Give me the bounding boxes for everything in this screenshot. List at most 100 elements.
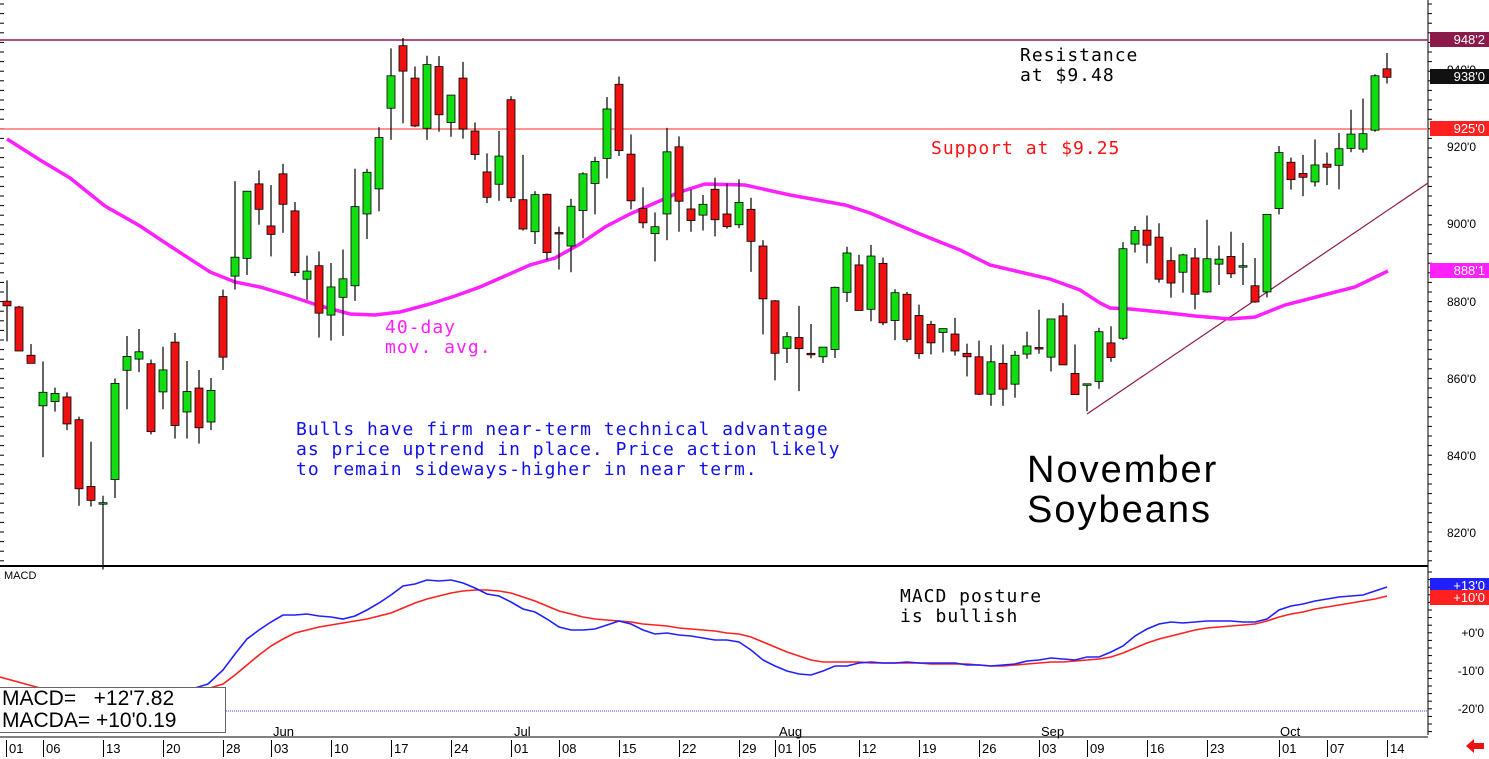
price-tag: 925'0 [1430, 121, 1489, 136]
candle [1322, 152, 1332, 186]
candle [194, 369, 204, 444]
candle [554, 226, 564, 270]
date-label: 01 [6, 740, 23, 757]
candle [86, 441, 96, 507]
macd-line [194, 579, 1388, 689]
commentary-text: Bulls have firm near-term technical adva… [296, 419, 841, 480]
candle [338, 249, 348, 336]
month-label: Aug [779, 724, 803, 739]
candle [602, 97, 612, 179]
date-label: 08 [559, 740, 576, 757]
date-label: 03 [271, 740, 288, 757]
month-label: Jun [273, 724, 294, 739]
candle [542, 193, 552, 260]
date-label: 01 [1279, 740, 1296, 757]
price-tag: +10'0 [1430, 590, 1489, 605]
candle [62, 392, 72, 431]
candle [890, 289, 900, 341]
candle [1310, 139, 1320, 187]
candle [806, 323, 816, 359]
candle [74, 416, 84, 506]
candle [1142, 215, 1152, 264]
date-label: 17 [391, 740, 408, 757]
candle [14, 305, 24, 352]
candle [2, 280, 12, 342]
date-label: 20 [163, 740, 180, 757]
date-label: 13 [103, 740, 120, 757]
date-label: 06 [43, 740, 60, 757]
candle [254, 170, 264, 225]
candle [1346, 109, 1356, 153]
candle [914, 304, 924, 359]
candle [1358, 98, 1368, 153]
candle [98, 495, 108, 570]
candle [458, 61, 468, 139]
candle [482, 153, 492, 204]
candle [422, 55, 432, 140]
resistance-label: Resistance at $9.48 [1020, 45, 1139, 86]
candle [1106, 326, 1116, 362]
date-label: 14 [1387, 740, 1404, 757]
candle [1334, 132, 1344, 190]
month-label: Sep [1041, 724, 1065, 739]
candle [302, 255, 312, 300]
candle [26, 344, 36, 364]
price-tag: +13'0 [1430, 578, 1489, 593]
candle [218, 289, 228, 370]
candle [1010, 350, 1020, 398]
month-label: Oct [1280, 724, 1301, 739]
candle [494, 130, 504, 201]
date-label: 15 [619, 740, 636, 757]
candle [50, 387, 60, 412]
candle [722, 183, 732, 229]
candle [734, 179, 744, 229]
macda-readout-value: +10'0.19 [95, 709, 177, 732]
candle [710, 177, 720, 237]
moving-average-label: 40-day mov. avg. [385, 317, 492, 358]
date-label: 10 [331, 740, 348, 757]
candle [1118, 242, 1128, 341]
candle [950, 317, 960, 356]
candle [830, 286, 840, 358]
candle [410, 66, 420, 128]
macd-readout-label: MACD= [2, 687, 77, 710]
price-tag: 888'1 [1430, 263, 1489, 278]
date-label: 07 [1327, 740, 1344, 757]
candle [986, 345, 996, 406]
price-tick-label: 900'0 [1447, 217, 1476, 231]
candle [842, 246, 852, 302]
candle [674, 136, 684, 232]
date-label: 24 [451, 740, 468, 757]
candle [110, 378, 120, 499]
macd-readout: MACD= +12'7.82 MACDA= +10'0.19 [0, 687, 226, 733]
candle [362, 168, 372, 240]
macd-tick-label: +0'0 [1461, 626, 1484, 640]
candle [998, 344, 1008, 406]
candle [902, 291, 912, 343]
macda-readout-label: MACDA= [2, 709, 91, 732]
candle [746, 197, 756, 272]
candle [182, 361, 192, 439]
candle [1238, 242, 1248, 285]
scroll-left-arrow-icon[interactable] [1466, 739, 1484, 753]
candle [1202, 219, 1212, 293]
candle [626, 134, 636, 210]
candle [374, 127, 384, 212]
moving-average-line [6, 137, 1389, 321]
candle [386, 48, 396, 140]
candle [578, 172, 588, 239]
date-label: 19 [919, 740, 936, 757]
candle [518, 154, 528, 231]
candle [446, 94, 456, 137]
candle [926, 320, 936, 355]
price-tick-label: 860'0 [1447, 372, 1476, 386]
candle [638, 187, 648, 229]
price-tick-label: 840'0 [1447, 449, 1476, 463]
macd-panel [0, 579, 1428, 712]
price-tick-label: 920'0 [1447, 140, 1476, 154]
macd-tick-label: -10'0 [1457, 664, 1484, 678]
price-tag: 948'2 [1430, 32, 1489, 47]
candle [758, 240, 768, 335]
candle [1130, 225, 1140, 253]
